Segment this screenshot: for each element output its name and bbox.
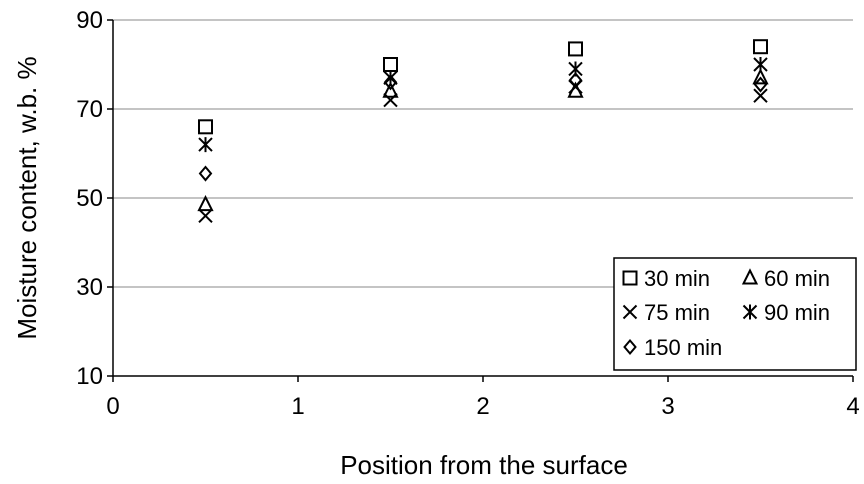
y-axis-title: Moisture content, w.b. %	[12, 56, 42, 339]
x-tick-label: 0	[106, 393, 119, 420]
data-point-square	[568, 41, 583, 57]
data-point-triangle	[382, 81, 399, 98]
data-point-diamond	[568, 72, 583, 89]
data-point-triangle	[197, 194, 214, 212]
legend-box	[613, 257, 857, 371]
x-tick-label: 2	[476, 393, 489, 420]
data-point-x	[753, 88, 768, 103]
x-tick-label: 3	[661, 393, 674, 420]
legend-label: 75 min	[644, 300, 710, 325]
legend-marker-square	[622, 270, 638, 286]
grid-lines	[113, 19, 853, 288]
data-point-asterisk	[198, 137, 213, 153]
x-tick-label: 4	[846, 393, 859, 420]
data-point-diamond	[753, 76, 768, 93]
data-point-triangle	[752, 68, 769, 85]
data-point-diamond	[383, 74, 398, 91]
y-tick-label: 50	[76, 185, 103, 212]
y-tick-label: 30	[76, 274, 103, 301]
legend: 30 min 60 min 75 min 90 min 150 min	[613, 257, 857, 371]
data-point-x	[198, 208, 213, 224]
y-tick-label: 70	[76, 96, 103, 123]
axes	[107, 19, 854, 382]
legend-marker-x	[622, 304, 638, 320]
data-point-square	[753, 39, 768, 55]
legend-label: 60 min	[764, 266, 830, 291]
data-point-asterisk	[753, 57, 768, 72]
x-tick-label: 1	[291, 393, 304, 420]
data-point-x	[383, 92, 398, 108]
data-points	[197, 39, 769, 224]
y-tick-label: 90	[76, 7, 103, 34]
x-axis-title: Position from the surface	[340, 450, 628, 480]
legend-label: 90 min	[764, 300, 830, 325]
legend-marker-triangle	[741, 268, 759, 285]
data-point-diamond	[198, 165, 213, 182]
y-tick-label: 10	[76, 363, 103, 390]
data-point-square	[383, 57, 398, 72]
legend-marker-diamond	[623, 338, 637, 356]
data-point-square	[198, 119, 213, 135]
legend-label: 150 min	[644, 335, 722, 360]
legend-label: 30 min	[644, 266, 710, 291]
tick-labels: 10 30 50 70 90 0 1 2 3 4	[76, 7, 859, 420]
legend-marker-asterisk	[742, 304, 758, 320]
